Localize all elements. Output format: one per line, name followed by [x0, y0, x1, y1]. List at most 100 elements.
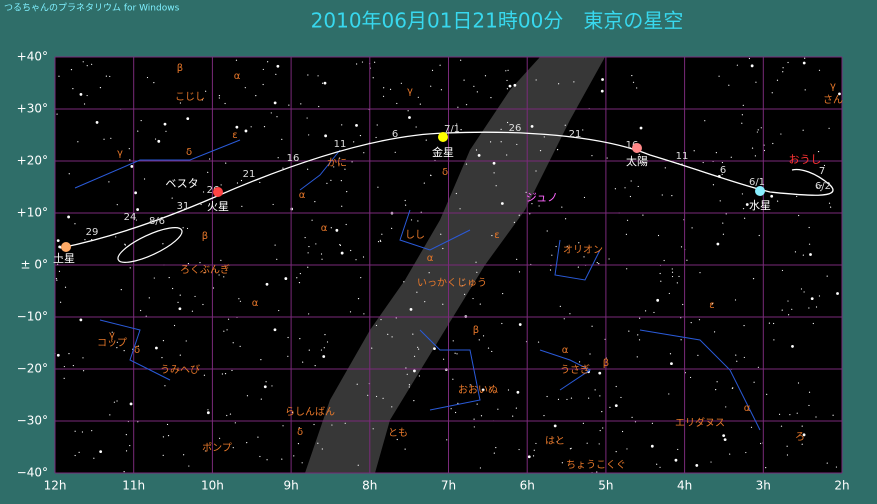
star	[591, 155, 593, 157]
star	[179, 354, 181, 356]
star	[639, 126, 643, 130]
star	[218, 274, 220, 276]
star	[636, 356, 638, 358]
star	[527, 455, 531, 459]
star	[298, 282, 301, 284]
star	[308, 349, 310, 351]
star	[349, 311, 352, 313]
star	[371, 347, 373, 349]
ra-label: 10h	[201, 479, 224, 493]
star	[598, 263, 600, 265]
star	[712, 184, 715, 186]
star	[518, 271, 521, 273]
planet-disc	[755, 186, 765, 196]
star	[64, 286, 67, 288]
star	[506, 121, 509, 124]
greek-label: α	[234, 71, 241, 82]
star	[479, 303, 481, 305]
constellation-label: おおいぬ	[458, 384, 498, 396]
star	[276, 258, 278, 260]
star	[730, 156, 732, 158]
star	[231, 369, 233, 372]
planet-label: 土星	[53, 252, 75, 265]
star	[91, 63, 93, 65]
star	[339, 244, 342, 246]
star	[462, 279, 464, 281]
star	[621, 430, 624, 433]
star	[201, 99, 204, 101]
star	[171, 197, 173, 199]
star	[415, 126, 417, 128]
star	[626, 448, 628, 450]
star	[810, 297, 814, 301]
star	[113, 401, 116, 403]
star	[265, 282, 269, 286]
star	[689, 376, 692, 379]
star	[506, 154, 508, 156]
star	[797, 382, 800, 384]
star	[682, 303, 684, 306]
star	[223, 330, 225, 332]
star	[577, 266, 579, 268]
star	[823, 164, 826, 167]
star	[350, 249, 352, 252]
star	[419, 103, 421, 105]
star	[299, 338, 301, 340]
star	[768, 322, 771, 324]
star	[110, 137, 112, 139]
star	[91, 238, 93, 241]
star	[752, 278, 755, 280]
star	[63, 365, 65, 368]
star	[380, 240, 382, 243]
star	[760, 127, 762, 129]
star	[808, 307, 810, 309]
star	[835, 466, 838, 468]
star	[99, 450, 103, 453]
star	[128, 148, 130, 150]
star	[413, 369, 416, 373]
star	[360, 277, 362, 279]
star	[260, 398, 262, 400]
star	[609, 406, 611, 409]
star	[773, 322, 775, 325]
star	[549, 269, 552, 271]
star	[516, 390, 520, 394]
star	[163, 122, 167, 126]
constellation-label: らしんばん	[285, 406, 335, 418]
star	[270, 112, 272, 114]
star	[794, 251, 797, 253]
ecliptic-date: 11	[676, 151, 689, 162]
star	[355, 124, 358, 127]
star	[838, 92, 841, 96]
star	[355, 259, 357, 261]
ecliptic-date: 6/1	[749, 177, 765, 188]
star	[802, 254, 804, 256]
star	[786, 454, 789, 456]
star	[452, 378, 454, 380]
star	[408, 116, 411, 119]
star	[515, 407, 517, 409]
star	[651, 422, 653, 424]
constellation-line	[74, 139, 241, 189]
star	[166, 423, 169, 426]
ra-label: 12h	[44, 479, 67, 493]
star	[615, 385, 617, 388]
star	[631, 416, 633, 418]
star	[686, 259, 688, 261]
star	[162, 243, 164, 245]
star	[815, 306, 818, 308]
star	[408, 386, 410, 388]
star	[691, 227, 693, 229]
star	[569, 313, 571, 315]
star	[82, 370, 85, 372]
star	[659, 466, 661, 468]
star	[244, 87, 246, 89]
star	[307, 252, 309, 254]
star	[669, 353, 672, 355]
orbit-loop	[117, 227, 183, 263]
star	[255, 95, 257, 97]
star	[161, 357, 163, 359]
star	[74, 430, 76, 432]
star	[535, 442, 537, 445]
star	[476, 403, 478, 405]
